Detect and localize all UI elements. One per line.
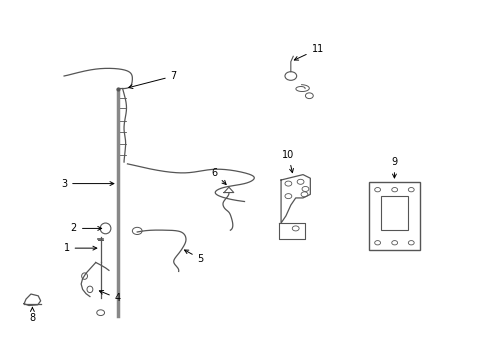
Text: 4: 4 — [99, 291, 121, 303]
Text: 9: 9 — [390, 157, 397, 178]
Text: 3: 3 — [61, 179, 114, 189]
Text: 1: 1 — [63, 243, 97, 253]
Text: 11: 11 — [294, 44, 323, 60]
Text: 5: 5 — [184, 250, 203, 264]
Bar — [380, 196, 407, 230]
Text: 2: 2 — [71, 224, 102, 233]
Text: 8: 8 — [29, 307, 35, 323]
Bar — [368, 182, 419, 250]
Text: 6: 6 — [211, 168, 225, 184]
Text: 7: 7 — [128, 71, 177, 89]
Text: 10: 10 — [282, 150, 294, 173]
